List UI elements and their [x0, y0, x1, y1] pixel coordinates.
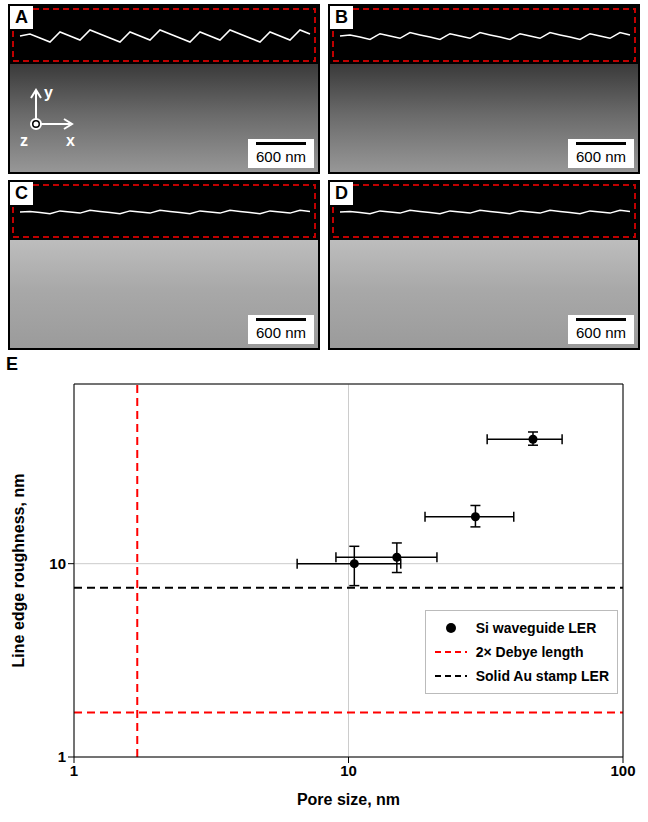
html-text:E: E — [6, 354, 18, 374]
svg-text:Line edge roughness, nm: Line edge roughness, nm — [10, 474, 27, 668]
svg-text:1: 1 — [58, 748, 66, 765]
html-text:600 nm: 600 nm — [256, 324, 306, 341]
html-text:Solid Au stamp LER: Solid Au stamp LER — [475, 668, 609, 684]
html-text:D: D — [335, 183, 348, 203]
svg-text:x: x — [66, 132, 75, 149]
html-text:600 nm: 600 nm — [576, 148, 626, 165]
html-text:2× Debye length: 2× Debye length — [475, 644, 584, 660]
html-text:Si waveguide LER: Si waveguide LER — [475, 620, 597, 636]
svg-text:y: y — [44, 84, 53, 101]
html-text:600 nm: 600 nm — [576, 324, 626, 341]
html-text:600 nm: 600 nm — [256, 148, 306, 165]
svg-text:1: 1 — [70, 762, 78, 779]
svg-text:10: 10 — [49, 555, 66, 572]
svg-text:10: 10 — [340, 762, 357, 779]
html-text:A: A — [15, 7, 28, 27]
svg-text:Pore size, nm: Pore size, nm — [297, 791, 400, 808]
svg-text:z: z — [20, 132, 28, 149]
svg-text:100: 100 — [610, 762, 635, 779]
html-text:B: B — [335, 7, 348, 27]
html-text:C: C — [15, 183, 28, 203]
